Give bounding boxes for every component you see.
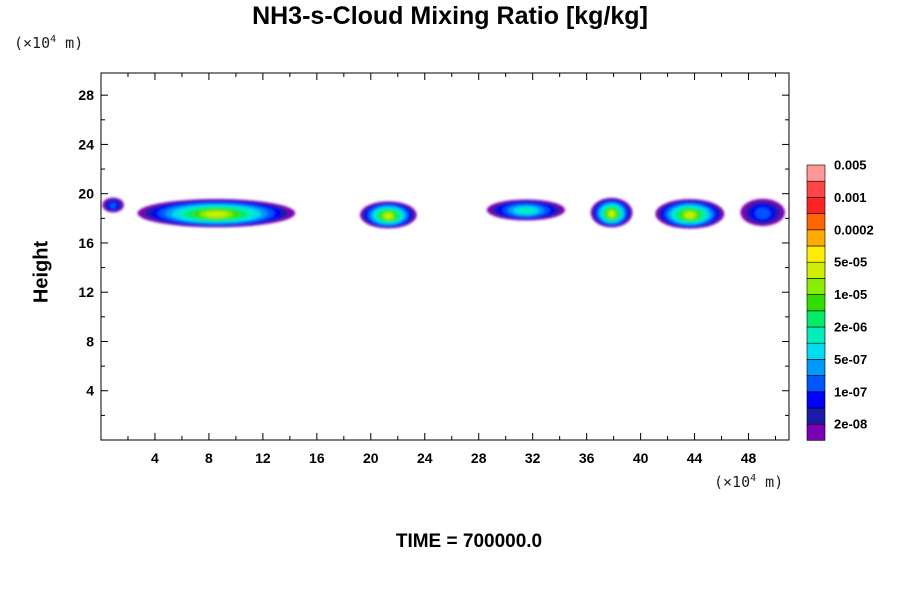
cloud-region: [740, 198, 785, 226]
x-tick-label: 28: [471, 450, 487, 466]
colorbar-swatch: [806, 423, 826, 441]
colorbar-label: 0.005: [834, 158, 867, 173]
plot-frame: [100, 72, 790, 441]
colorbar-swatch: [806, 278, 826, 295]
colorbar-label: 2e-06: [834, 320, 867, 335]
chart-title: NH3-s-Cloud Mixing Ratio [kg/kg]: [252, 2, 648, 30]
x-tick-label: 40: [633, 450, 649, 466]
colorbar-swatch: [806, 213, 826, 231]
x-axis-unit: (×104 m): [714, 473, 784, 491]
cloud-field: [102, 197, 785, 229]
cloud-shell: [206, 211, 227, 218]
colorbar-label: 0.0002: [834, 222, 874, 237]
colorbar-swatch: [806, 197, 826, 214]
colorbar-swatch: [806, 164, 826, 182]
colorbar-label: 1e-07: [834, 384, 867, 399]
colorbar-swatch: [806, 342, 826, 360]
colorbar-swatch: [806, 229, 826, 247]
x-tick-label: 12: [255, 450, 271, 466]
y-axis-unit: (×104 m): [14, 34, 84, 52]
colorbar-swatch: [806, 326, 826, 344]
cloud-shell: [685, 212, 695, 219]
colorbar-label: 0.001: [834, 190, 867, 205]
cloud-region: [137, 198, 296, 228]
x-tick-label: 16: [309, 450, 325, 466]
cloud-region: [360, 201, 417, 229]
x-tick-label: 8: [205, 450, 213, 466]
x-tick-label: 4: [151, 450, 159, 466]
time-footer: TIME = 700000.0: [395, 531, 543, 552]
colorbar-swatch: [806, 180, 826, 198]
colorbar-label: 5e-07: [834, 352, 867, 367]
cloud-shell: [755, 207, 771, 219]
colorbar-swatch: [806, 310, 826, 328]
colorbar-label: 2e-08: [834, 417, 867, 432]
cloud-shell: [109, 202, 117, 209]
colorbar-swatch: [806, 391, 826, 409]
y-tick-label: 28: [78, 87, 94, 103]
y-tick-label: 24: [78, 136, 94, 152]
colorbar-swatch: [806, 407, 826, 425]
cloud-region: [102, 197, 124, 213]
cloud-shell: [608, 211, 615, 217]
cloud-region: [486, 199, 566, 221]
x-tick-label: 44: [687, 450, 703, 466]
cloud-shell: [384, 213, 393, 219]
x-tick-label: 24: [417, 450, 433, 466]
x-tick-label: 32: [525, 450, 541, 466]
cloud-region: [655, 199, 725, 229]
y-tick-label: 4: [86, 383, 94, 399]
cloud-region: [590, 197, 633, 228]
y-tick-label: 16: [78, 235, 94, 251]
colorbar-label: 1e-05: [834, 287, 867, 302]
cloud-shell: [518, 207, 534, 214]
colorbar-swatch: [806, 375, 826, 393]
y-tick-label: 8: [86, 333, 94, 349]
colorbar-swatch: [806, 261, 826, 279]
y-tick-label: 20: [78, 186, 94, 202]
x-tick-label: 48: [741, 450, 757, 466]
y-tick-label: 12: [78, 284, 94, 300]
x-tick-label: 20: [363, 450, 379, 466]
colorbar-label: 5e-05: [834, 255, 867, 270]
colorbar-swatch: [806, 294, 826, 312]
x-tick-label: 36: [579, 450, 595, 466]
colorbar-swatch: [806, 245, 826, 263]
colorbar-swatch: [806, 359, 826, 376]
colorbar: 2e-08 1e-07 5e-07 2e-06 1e-05 5e-05 0.0002 0.00…: [806, 158, 874, 441]
